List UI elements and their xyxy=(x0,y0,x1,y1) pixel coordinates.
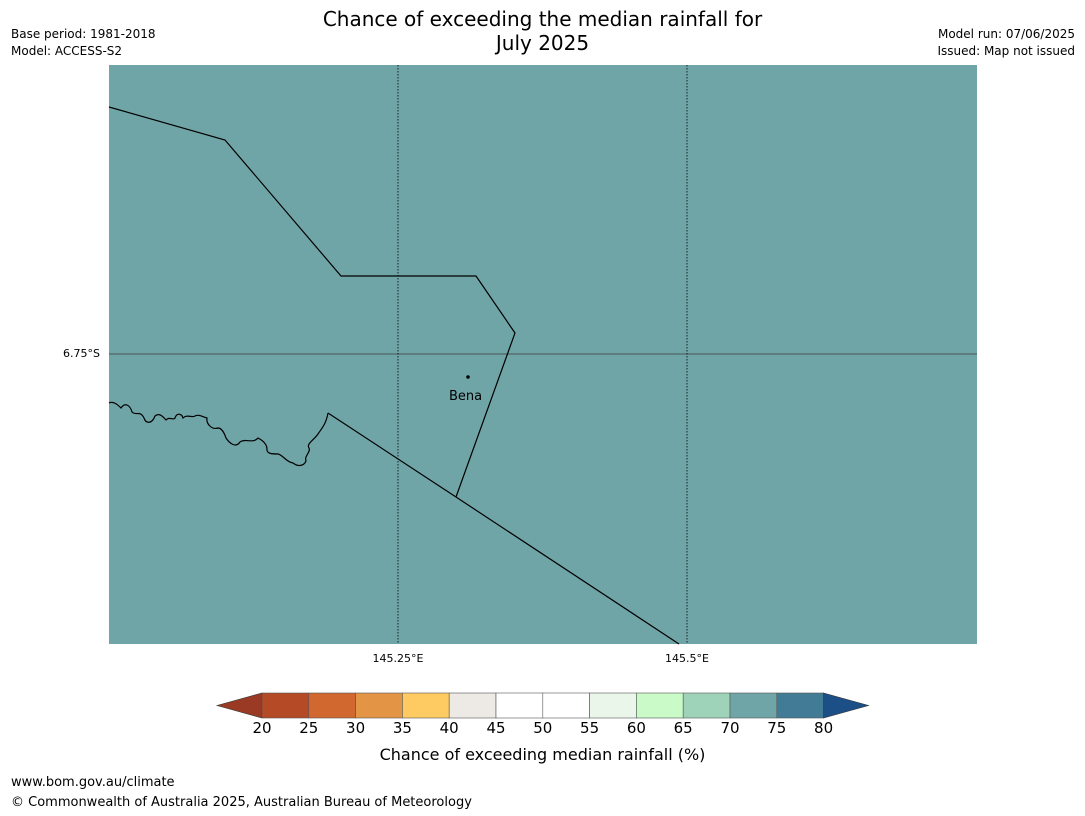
colorbar-cell-50-55 xyxy=(542,692,590,719)
colorbar-arrow-high xyxy=(823,692,870,719)
model-name-text: Model: ACCESS-S2 xyxy=(11,44,123,58)
colorbar-tick-70: 70 xyxy=(720,719,740,737)
colorbar-cell-25-30 xyxy=(308,692,356,719)
footer-copyright: © Commonwealth of Australia 2025, Austra… xyxy=(11,795,472,810)
run-info: Model run: 07/06/2025 Issued: Map not is… xyxy=(937,26,1075,60)
colorbar-label: Chance of exceeding median rainfall (%) xyxy=(379,745,706,764)
colorbar-tick-75: 75 xyxy=(767,719,787,737)
colorbar-cell-35-40 xyxy=(402,692,450,719)
map-title-line1: Chance of exceeding the median rainfall … xyxy=(322,7,763,31)
model-run-text: Model run: 07/06/2025 xyxy=(937,27,1075,41)
colorbar-cell-40-45 xyxy=(448,692,497,719)
model-info: Base period: 1981-2018 Model: ACCESS-S2 xyxy=(11,26,156,60)
map-area[interactable] xyxy=(109,65,977,644)
colorbar-cell-70-75 xyxy=(729,692,778,719)
colorbar xyxy=(215,692,870,719)
colorbar-cell-60-65 xyxy=(636,692,684,719)
colorbar-cell-55-60 xyxy=(589,692,637,719)
bena-label: Bena xyxy=(449,389,483,404)
colorbar-arrow-low xyxy=(215,692,263,719)
province-boundary-south xyxy=(327,412,680,645)
colorbar-tick-50: 50 xyxy=(533,719,553,737)
footer-url[interactable]: www.bom.gov.au/climate xyxy=(11,775,175,790)
colorbar-tick-20: 20 xyxy=(252,719,272,737)
colorbar-tick-25: 25 xyxy=(299,719,319,737)
lon-label-145-5: 145.5°E xyxy=(665,652,709,665)
colorbar-tick-60: 60 xyxy=(626,719,646,737)
coastline xyxy=(108,401,329,467)
colorbar-cell-65-70 xyxy=(682,692,731,719)
colorbar-tick-30: 30 xyxy=(346,719,366,737)
colorbar-cell-45-50 xyxy=(495,692,544,719)
colorbar-tick-65: 65 xyxy=(673,719,693,737)
colorbar-tick-40: 40 xyxy=(439,719,459,737)
bena-marker xyxy=(466,375,470,379)
issued-text: Issued: Map not issued xyxy=(937,44,1075,58)
colorbar-tick-80: 80 xyxy=(814,719,834,737)
lat-label: 6.75°S xyxy=(63,347,100,360)
colorbar-cell-30-35 xyxy=(355,692,403,719)
lon-label-145-25: 145.25°E xyxy=(372,652,424,665)
map-title: Chance of exceeding the median rainfall … xyxy=(0,7,1085,55)
colorbar-tick-55: 55 xyxy=(580,719,600,737)
colorbar-cell-20-25 xyxy=(261,692,310,719)
base-period-text: Base period: 1981-2018 xyxy=(11,27,156,41)
province-boundary-north xyxy=(108,106,516,498)
map-title-line2: July 2025 xyxy=(495,31,590,55)
colorbar-tick-45: 45 xyxy=(486,719,506,737)
colorbar-tick-35: 35 xyxy=(392,719,412,737)
colorbar-cell-75-80 xyxy=(776,692,824,719)
